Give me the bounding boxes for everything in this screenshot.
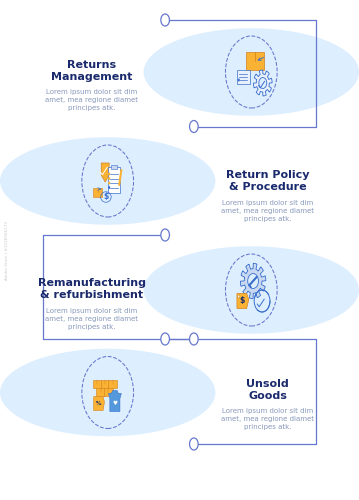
Circle shape xyxy=(108,186,110,189)
Ellipse shape xyxy=(0,137,215,225)
Polygon shape xyxy=(241,264,266,298)
Circle shape xyxy=(190,120,198,132)
Text: $: $ xyxy=(103,192,108,202)
Text: Lorem ipsum dolor sit dim
amet, mea regione diamet
principes atk.: Lorem ipsum dolor sit dim amet, mea regi… xyxy=(221,200,314,222)
Ellipse shape xyxy=(0,349,215,436)
Text: Remanufacturing
& refurbishment: Remanufacturing & refurbishment xyxy=(38,278,145,299)
Circle shape xyxy=(190,333,198,345)
Circle shape xyxy=(108,177,110,180)
Bar xyxy=(93,188,102,196)
Text: Returns
Management: Returns Management xyxy=(51,60,132,82)
Ellipse shape xyxy=(144,246,359,334)
Circle shape xyxy=(161,14,169,26)
Circle shape xyxy=(161,333,169,345)
Bar xyxy=(237,70,250,84)
Bar xyxy=(108,167,121,193)
Text: Lorem ipsum dolor sit dim
amet, mea regione diamet
principes atk.: Lorem ipsum dolor sit dim amet, mea regi… xyxy=(45,308,138,330)
Circle shape xyxy=(259,78,267,88)
Circle shape xyxy=(161,229,169,241)
Circle shape xyxy=(108,172,110,176)
Bar xyxy=(101,380,109,388)
Bar xyxy=(108,380,117,388)
Text: Return Policy
& Procedure: Return Policy & Procedure xyxy=(226,170,309,192)
Circle shape xyxy=(248,274,258,288)
Text: Adobe Stock | #1028586173: Adobe Stock | #1028586173 xyxy=(4,220,9,280)
Text: Lorem ipsum dolor sit dim
amet, mea regione diamet
principes atk.: Lorem ipsum dolor sit dim amet, mea regi… xyxy=(221,408,314,430)
Text: ♥: ♥ xyxy=(112,401,117,406)
Circle shape xyxy=(238,295,240,298)
Text: Lorem ipsum dolor sit dim
amet, mea regione diamet
principes atk.: Lorem ipsum dolor sit dim amet, mea regi… xyxy=(45,89,138,111)
Polygon shape xyxy=(253,70,272,96)
Ellipse shape xyxy=(144,28,359,116)
Bar xyxy=(104,388,113,396)
Bar xyxy=(96,388,105,396)
Bar xyxy=(111,165,117,169)
Circle shape xyxy=(190,438,198,450)
Polygon shape xyxy=(94,396,104,410)
Bar xyxy=(246,52,264,70)
Polygon shape xyxy=(237,294,249,308)
Polygon shape xyxy=(108,390,121,411)
Circle shape xyxy=(238,78,240,82)
Bar xyxy=(93,380,101,388)
Polygon shape xyxy=(101,163,109,182)
Text: Unsold
Goods: Unsold Goods xyxy=(246,379,289,401)
Text: %: % xyxy=(96,401,102,406)
Circle shape xyxy=(108,182,110,184)
Text: $: $ xyxy=(240,296,245,306)
